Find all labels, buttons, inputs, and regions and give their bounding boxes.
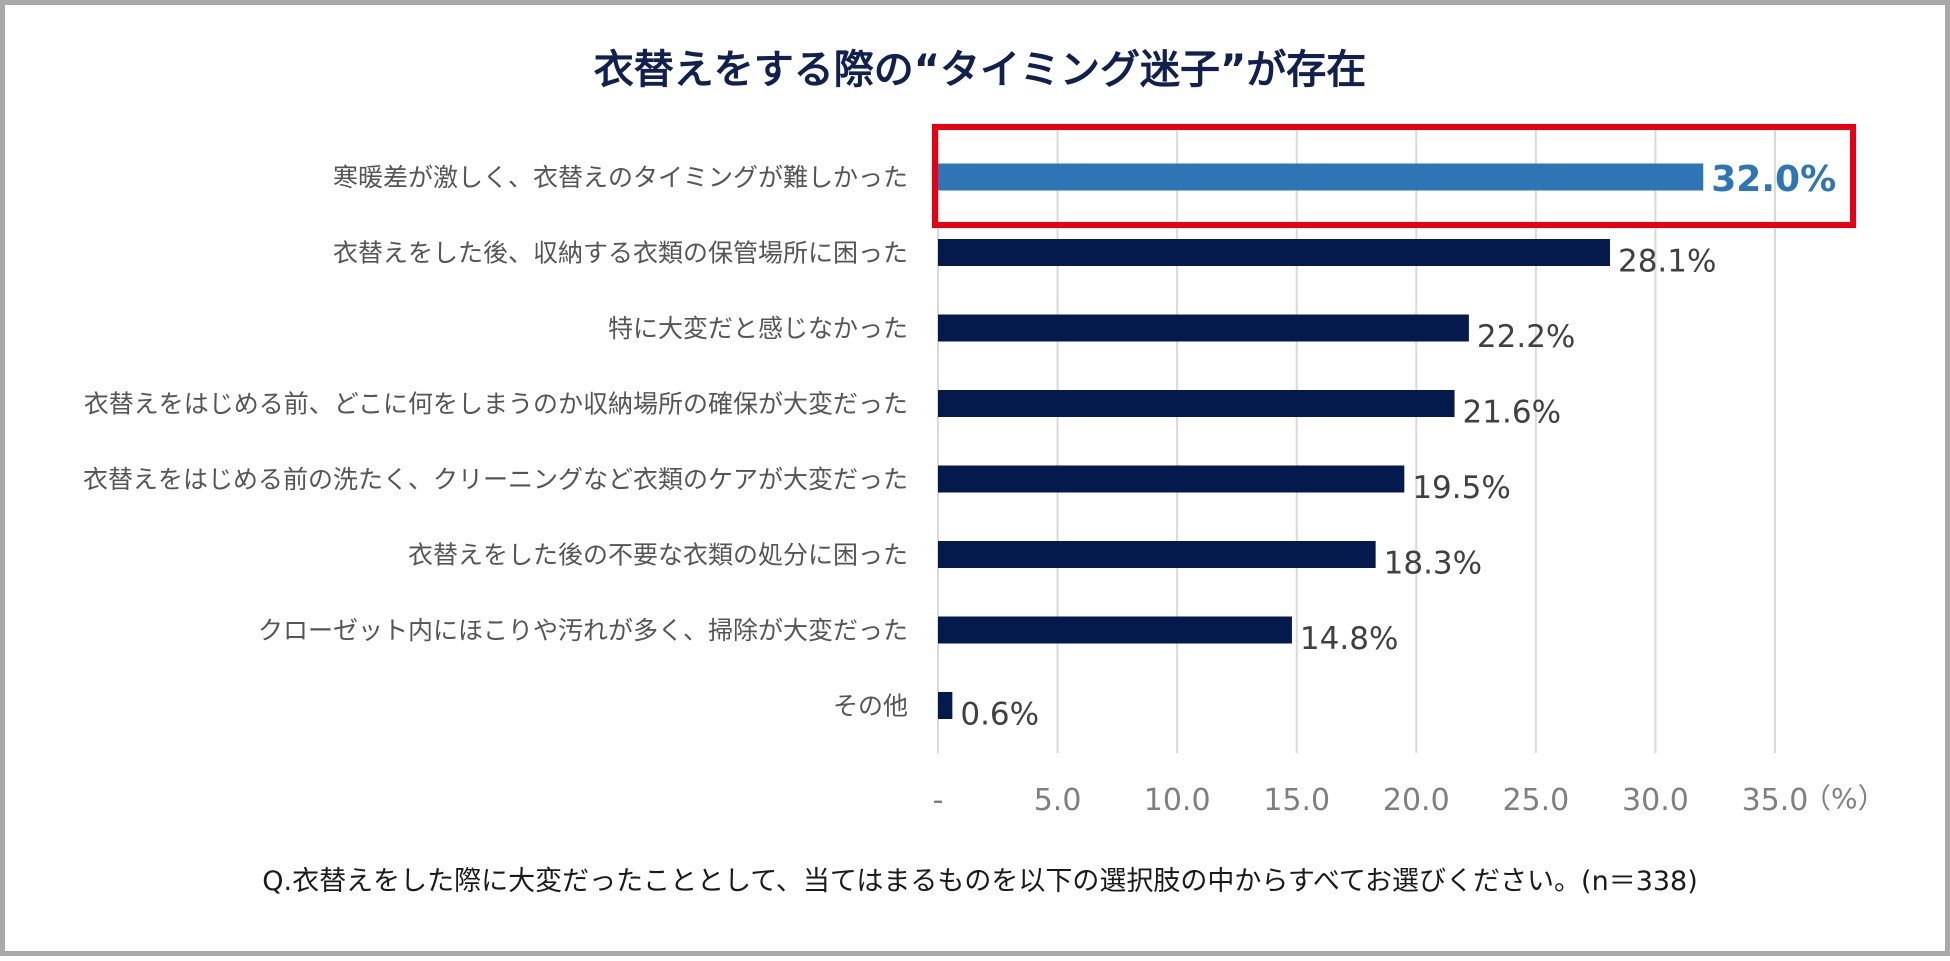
value-label-2: 22.2% <box>1477 319 1575 355</box>
category-label-6: クローゼット内にほこりや汚れが多く、掃除が大変だった <box>258 616 908 645</box>
bar-0 <box>938 164 1703 191</box>
category-label-5: 衣替えをした後の不要な衣類の処分に困った <box>408 541 908 570</box>
category-label-0: 寒暖差が激しく、衣替えのタイミングが難しかった <box>333 163 908 192</box>
x-axis: - 5.0 10.0 15.0 20.0 25.0 30.0 35.0（%） <box>933 782 1886 818</box>
category-label-3: 衣替えをはじめる前、どこに何をしまうのか収納場所の確保が大変だった <box>84 390 908 419</box>
bar-6 <box>938 617 1292 644</box>
bar-1 <box>938 239 1610 266</box>
bar-7 <box>938 692 952 719</box>
bar-3 <box>938 390 1455 417</box>
x-tick-label-7: 35.0 <box>1742 783 1809 818</box>
x-tick-label-6: 30.0 <box>1622 783 1689 818</box>
category-label-7: その他 <box>833 692 908 721</box>
chart-frame: 衣替えをする際の“タイミング迷子”が存在 寒暖差が激しく、衣替えのタイミングが難… <box>0 0 1950 956</box>
category-labels: 寒暖差が激しく、衣替えのタイミングが難しかった衣替えをした後、収納する衣類の保管… <box>83 163 908 721</box>
x-tick-label-1: 5.0 <box>1034 783 1082 818</box>
grid-lines <box>938 125 1775 753</box>
value-label-1: 28.1% <box>1618 244 1716 280</box>
category-label-2: 特に大変だと感じなかった <box>608 314 908 343</box>
category-label-1: 衣替えをした後、収納する衣類の保管場所に困った <box>333 239 908 268</box>
bar-4 <box>938 466 1404 493</box>
x-tick-label-0: - <box>933 783 944 818</box>
x-tick-label-5: 25.0 <box>1502 783 1569 818</box>
bar-5 <box>938 541 1376 568</box>
chart-title: 衣替えをする際の“タイミング迷子”が存在 <box>594 47 1367 93</box>
x-unit-label: （%） <box>1803 782 1886 815</box>
bar-2 <box>938 315 1469 342</box>
bar-chart: 衣替えをする際の“タイミング迷子”が存在 寒暖差が激しく、衣替えのタイミングが難… <box>5 5 1950 961</box>
footnote: Q.衣替えをした際に大変だったこととして、当てはまるものを以下の選択肢の中からす… <box>262 866 1698 897</box>
value-label-4: 19.5% <box>1412 470 1510 506</box>
value-label-3: 21.6% <box>1463 395 1561 431</box>
x-tick-label-4: 20.0 <box>1383 783 1450 818</box>
value-label-5: 18.3% <box>1384 546 1482 582</box>
x-tick-label-3: 15.0 <box>1263 783 1330 818</box>
value-label-6: 14.8% <box>1300 621 1398 657</box>
x-tick-label-2: 10.0 <box>1144 783 1211 818</box>
category-label-4: 衣替えをはじめる前の洗たく、クリーニングなど衣類のケアが大変だった <box>83 465 908 494</box>
value-label-0: 32.0% <box>1711 159 1836 200</box>
value-label-7: 0.6% <box>960 697 1039 733</box>
